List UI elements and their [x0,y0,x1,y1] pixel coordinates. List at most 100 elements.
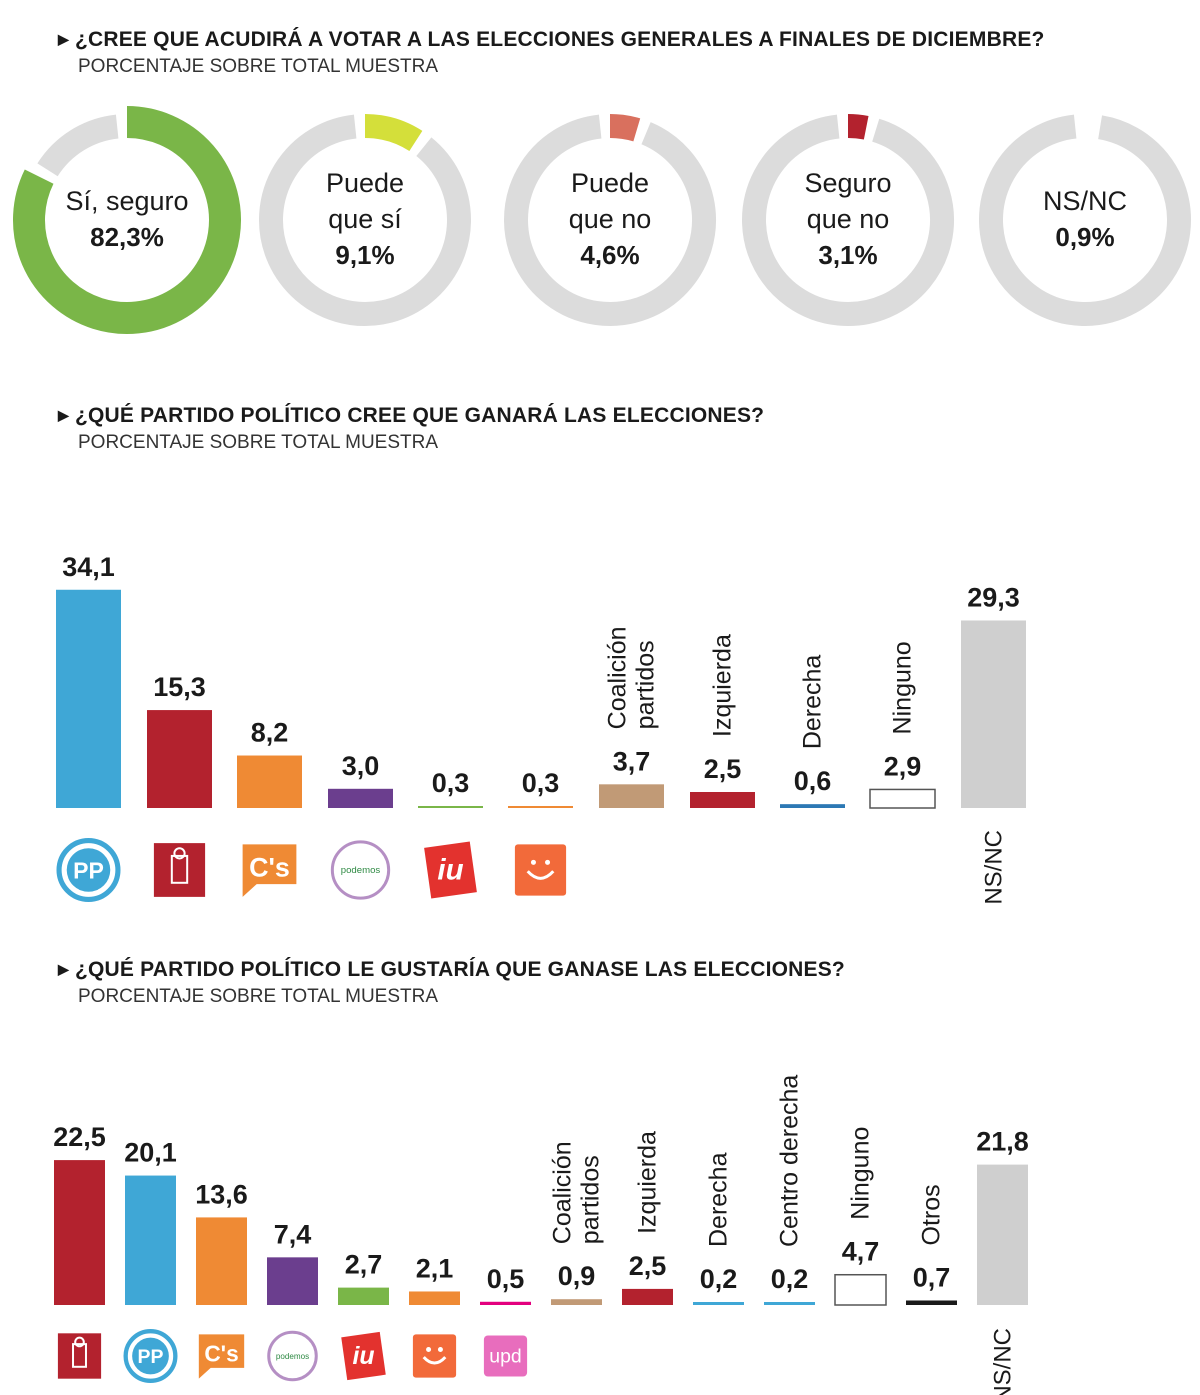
logo-podemos-icon: podemos [330,840,391,900]
bar-value-label: 0,2 [771,1264,809,1294]
donut-2: Puede que sí 9,1% [259,114,471,326]
bar-value-label: 2,1 [416,1253,454,1283]
bar-value-label: 2,5 [629,1251,667,1281]
bar-category-label: Izquierda [634,1131,662,1234]
bar-13 [906,1300,957,1305]
logo-iu-icon: iu [341,1331,386,1381]
donut-3: Puede que no 4,6% [504,114,716,326]
upyd-logo-box [412,1334,457,1378]
bar-category-label: Ninguno [889,641,917,734]
bar-value-label: 0,9 [558,1261,596,1291]
donut-segment [364,114,423,152]
donut-category-label: Puede [571,168,649,198]
bar-value-label: 2,9 [884,751,922,781]
bar-4 [328,788,393,808]
iu-logo-box [424,841,477,899]
logo-iu-icon: iu [424,841,477,899]
bar-value-label: 8,2 [251,718,289,748]
cs-logo-text: C's [249,852,290,882]
donut-track [259,114,471,326]
pp-logo-text: PP [138,1346,164,1368]
logo-cs-icon: C's [242,844,297,897]
bar-category-text: Coalición [604,626,632,729]
bar-category-text: Coalición [549,1141,577,1244]
bar-category-label: Derecha [705,1152,733,1247]
bar-category-text: Izquierda [634,1131,662,1234]
triangle-bullet-icon: ▶ [58,961,69,977]
donut-category-label: que no [807,204,890,234]
logo-psoe-icon [57,1333,102,1379]
bar-value-label: 34,1 [62,552,115,582]
iu-logo-text: iu [437,854,463,887]
bar-category-text: Derecha [705,1152,733,1247]
bar-4 [267,1257,318,1305]
bar-value-label: 20,1 [124,1138,177,1168]
donut-category-label: NS/NC [1043,186,1127,216]
psoe-logo-fist [170,854,189,884]
bar-8 [551,1299,602,1305]
bar-11 [961,620,1026,808]
question-title-text: ¿QUÉ PARTIDO POLÍTICO LE GUSTARÍA QUE GA… [74,958,845,981]
donut-1: Sí, seguro 82,3% [13,106,241,334]
bar-10 [693,1302,744,1305]
donut-category-label: que no [569,204,652,234]
upyd-logo-eye [530,859,536,865]
bar-2 [147,710,212,808]
bar-category-label: Otros [918,1184,946,1245]
bar-value-label: 29,3 [967,582,1020,612]
question-subtitle: PORCENTAJE SOBRE TOTAL MUESTRA [78,56,439,77]
bar-value-label: 4,7 [842,1237,880,1267]
donut-value-label: 9,1% [335,240,394,270]
psoe-logo-box [57,1333,102,1379]
bar-8 [690,792,755,808]
bar-5 [338,1287,389,1305]
donut-value-label: 0,9% [1055,222,1114,252]
donut-track [742,114,954,326]
bar-value-label: 7,4 [274,1219,312,1249]
logo-upyd-icon [514,844,567,896]
donut-segment [609,114,641,142]
upd-logo-text: upd [489,1345,521,1367]
psoe-logo-box [153,843,206,897]
bar-category-text: Derecha [799,655,827,750]
nsnc-axis-label: NS/NC [990,1328,1017,1395]
iu-logo-text: iu [352,1343,374,1370]
pp-logo-disc [132,1337,169,1375]
donut-category-label: Sí, seguro [65,186,188,216]
question-title: ▶ ¿QUÉ PARTIDO POLÍTICO LE GUSTARÍA QUE G… [58,958,845,982]
bar-category-label: Izquierda [709,634,737,737]
logo-podemos-icon: podemos [267,1330,318,1382]
bar-value-label: 0,3 [432,768,470,798]
bar-value-label: 2,7 [345,1250,383,1280]
bar-1 [56,589,121,808]
bar-value-label: 0,7 [913,1262,951,1292]
bar-category-label: Coalición partidos [604,626,660,729]
bar-9 [622,1288,673,1305]
podemos-logo-text: podemos [276,1352,309,1361]
podemos-logo-ring [267,1330,318,1382]
donut-value-label: 3,1% [818,240,877,270]
triangle-bullet-icon: ▶ [58,31,69,47]
donut-track [979,114,1191,326]
bar-3 [237,755,302,808]
section-winner-header: ▶ ¿QUÉ PARTIDO POLÍTICO CREE QUE GANARÁ L… [58,404,764,454]
bar-11 [764,1302,815,1305]
bar-category-label: Coalición partidos [549,1141,605,1244]
bar-value-label: 3,0 [342,751,380,781]
bar-category-label: Ninguno [847,1127,875,1220]
upd-logo-box [483,1335,528,1377]
triangle-bullet-icon: ▶ [58,407,69,423]
bar-value-label: 3,7 [613,746,651,776]
bar-1 [54,1160,105,1305]
question-subtitle: PORCENTAJE SOBRE TOTAL MUESTRA [78,986,439,1007]
cs-logo-bubble [198,1334,245,1379]
bar-category-text: Centro derecha [776,1075,804,1247]
bar-value-label: 21,8 [976,1127,1029,1157]
pp-logo-text: PP [73,857,104,883]
bar-category-text: partidos [632,640,660,729]
pp-logo-disc [66,848,111,892]
logo-pp-icon: PP [123,1329,178,1384]
donut-value-label: 4,6% [580,240,639,270]
bar-14 [977,1164,1028,1305]
upyd-logo-smile [526,870,555,880]
